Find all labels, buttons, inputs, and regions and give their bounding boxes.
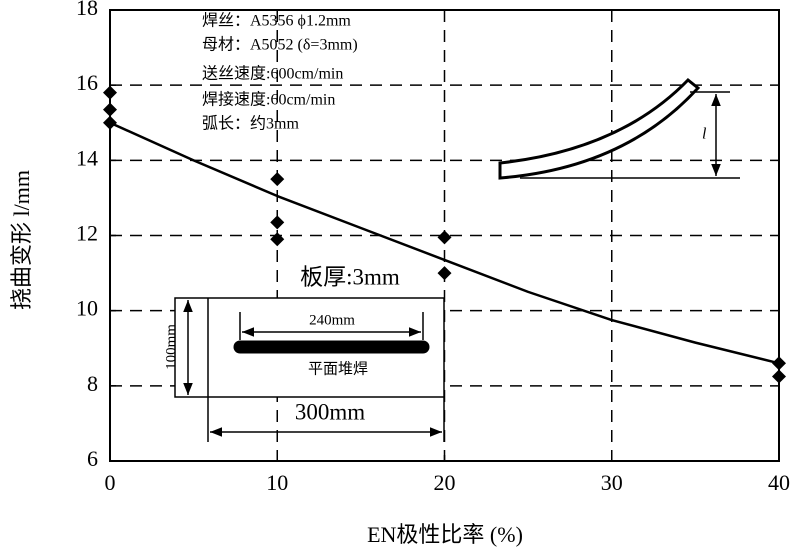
- annotation: 焊丝：A5356 ϕ1.2mm: [202, 12, 351, 30]
- y-tick-label: 6: [87, 446, 98, 471]
- annotation: 平面堆焊: [308, 360, 368, 377]
- data-point: [437, 266, 452, 281]
- x-tick-label: 0: [105, 470, 116, 495]
- fit-curve: [109, 121, 780, 365]
- y-tick-label: 10: [76, 296, 98, 321]
- data-point: [270, 215, 285, 230]
- y-tick-label: 16: [76, 70, 98, 95]
- annotation: 弧长：约3mm: [202, 115, 299, 133]
- x-axis-label: EN极性比率 (%): [367, 522, 523, 547]
- annotation: 送丝速度:600cm/min: [202, 65, 343, 83]
- annotation: 母材：A5052 (δ=3mm): [202, 36, 358, 54]
- y-tick-label: 8: [87, 371, 98, 396]
- annotation: 板厚:3mm: [300, 264, 400, 289]
- x-tick-label: 10: [266, 470, 288, 495]
- y-axis-label: 挠曲变形 l/mm: [9, 170, 34, 310]
- x-tick-label: 30: [601, 470, 623, 495]
- data-point: [437, 230, 452, 245]
- annotation: l: [702, 126, 707, 143]
- data-point: [103, 85, 117, 100]
- annotation: 300mm: [295, 399, 365, 424]
- data-point: [270, 172, 285, 187]
- annotation: 100mm: [163, 324, 179, 370]
- y-tick-label: 12: [76, 221, 98, 246]
- data-point: [772, 369, 786, 384]
- x-tick-label: 20: [434, 470, 456, 495]
- data-point: [270, 232, 285, 247]
- y-tick-label: 18: [76, 0, 98, 20]
- data-point: [103, 102, 117, 117]
- annotation: 焊接速度:60cm/min: [202, 91, 335, 109]
- annotation: 240mm: [309, 312, 355, 328]
- bent-plate-sketch: [498, 77, 701, 180]
- x-tick-label: 40: [768, 470, 790, 495]
- y-tick-label: 14: [76, 145, 98, 170]
